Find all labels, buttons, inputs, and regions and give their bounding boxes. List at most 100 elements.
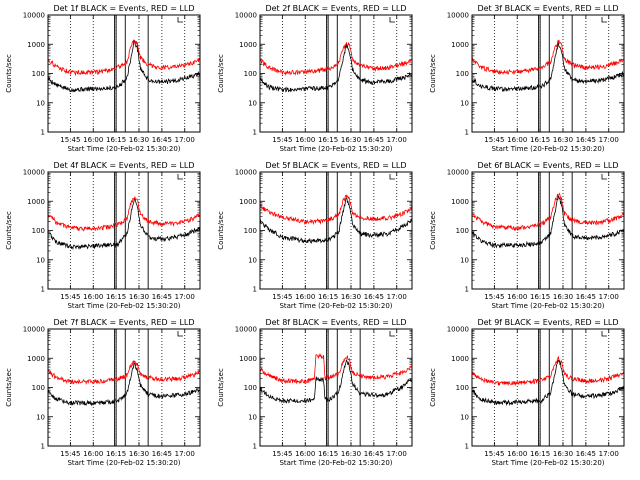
bracket-mark — [177, 17, 183, 23]
y-tick-label: 1000 — [239, 355, 257, 363]
x-tick-label: 16:45 — [152, 136, 172, 144]
y-axis-label: Counts/sec — [429, 368, 437, 407]
y-tick-label: 100 — [456, 70, 469, 78]
x-tick-label: 16:30 — [129, 136, 149, 144]
panel-title: Det 5f BLACK = Events, RED = LLD — [265, 161, 406, 170]
x-tick-label: 16:00 — [295, 450, 315, 458]
plot-frame — [47, 328, 201, 447]
x-tick-label: 16:15 — [318, 450, 338, 458]
detector-panel: Det 4f BLACK = Events, RED = LLD Counts/s… — [5, 161, 201, 310]
x-axis-label: Start Time (20-Feb-02 15:30:20) — [491, 302, 604, 310]
y-tick-label: 1000 — [239, 198, 257, 206]
x-tick-label: 15:45 — [484, 450, 504, 458]
x-tick-label: 16:00 — [507, 450, 527, 458]
x-tick-label: 15:45 — [272, 450, 292, 458]
plot-frame — [259, 328, 413, 447]
plot-frame — [47, 14, 201, 133]
x-axis-label: Start Time (20-Feb-02 15:30:20) — [279, 302, 392, 310]
x-tick-label: 16:15 — [530, 136, 550, 144]
y-tick-label: 1000 — [27, 198, 45, 206]
y-tick-label: 10 — [36, 256, 45, 264]
lld-series-line — [471, 192, 625, 232]
y-tick-label: 10 — [460, 99, 469, 107]
x-tick-label: 16:30 — [341, 136, 361, 144]
y-tick-label: 10000 — [23, 12, 45, 20]
x-tick-label: 16:45 — [576, 293, 596, 301]
lld-series-line — [259, 352, 413, 385]
x-axis-label: Start Time (20-Feb-02 15:30:20) — [67, 302, 180, 310]
y-tick-label: 10 — [248, 256, 257, 264]
x-tick-label: 15:45 — [60, 293, 80, 301]
y-tick-label: 1000 — [451, 198, 469, 206]
bracket-mark — [601, 17, 607, 23]
y-tick-label: 1 — [41, 286, 45, 294]
bracket-mark — [389, 174, 395, 180]
events-series-line — [47, 39, 201, 93]
x-tick-label: 15:45 — [272, 293, 292, 301]
lld-series-line — [471, 356, 625, 386]
y-tick-label: 10000 — [447, 326, 469, 334]
y-tick-label: 10 — [248, 413, 257, 421]
panel-title: Det 8f BLACK = Events, RED = LLD — [265, 318, 406, 327]
events-series-line — [259, 197, 413, 244]
plot-frame — [47, 171, 201, 290]
y-tick-label: 1 — [465, 443, 469, 451]
x-tick-label: 16:15 — [530, 450, 550, 458]
plot-frame — [471, 171, 625, 290]
x-tick-label: 16:45 — [152, 293, 172, 301]
x-axis-label: Start Time (20-Feb-02 15:30:20) — [67, 145, 180, 153]
bracket-mark — [601, 331, 607, 337]
y-tick-label: 10000 — [23, 326, 45, 334]
x-tick-label: 16:00 — [83, 450, 103, 458]
bracket-mark — [601, 174, 607, 180]
y-axis-label: Counts/sec — [429, 54, 437, 93]
x-tick-label: 15:45 — [484, 293, 504, 301]
x-tick-label: 16:00 — [507, 293, 527, 301]
y-axis-label: Counts/sec — [5, 368, 13, 407]
y-tick-label: 10000 — [235, 12, 257, 20]
x-axis-label: Start Time (20-Feb-02 15:30:20) — [279, 459, 392, 467]
y-axis-label: Counts/sec — [217, 54, 225, 93]
y-tick-label: 10 — [460, 413, 469, 421]
y-tick-label: 100 — [456, 384, 469, 392]
y-tick-label: 1 — [465, 286, 469, 294]
plot-frame — [471, 328, 625, 447]
y-tick-label: 1 — [253, 129, 257, 137]
x-axis-label: Start Time (20-Feb-02 15:30:20) — [491, 145, 604, 153]
y-tick-label: 1000 — [27, 41, 45, 49]
bracket-mark — [389, 17, 395, 23]
x-tick-label: 17:00 — [599, 450, 619, 458]
lld-series-line — [47, 196, 201, 232]
events-series-line — [47, 362, 201, 407]
x-axis-label: Start Time (20-Feb-02 15:30:20) — [67, 459, 180, 467]
x-tick-label: 17:00 — [599, 293, 619, 301]
events-series-line — [471, 359, 625, 407]
detector-panel: Det 1f BLACK = Events, RED = LLD Counts/s… — [5, 4, 201, 153]
y-tick-label: 100 — [32, 227, 45, 235]
x-tick-label: 17:00 — [599, 136, 619, 144]
x-axis-label: Start Time (20-Feb-02 15:30:20) — [279, 145, 392, 153]
detector-panel: Det 7f BLACK = Events, RED = LLD Counts/s… — [5, 318, 201, 467]
plot-frame — [259, 171, 413, 290]
x-tick-label: 16:00 — [295, 293, 315, 301]
y-tick-label: 100 — [244, 227, 257, 235]
y-tick-label: 100 — [32, 384, 45, 392]
lld-series-line — [47, 360, 201, 386]
panel-title: Det 3f BLACK = Events, RED = LLD — [477, 4, 618, 13]
lld-series-line — [471, 39, 625, 76]
y-axis-label: Counts/sec — [217, 368, 225, 407]
bracket-mark — [389, 331, 395, 337]
x-tick-label: 16:15 — [530, 293, 550, 301]
detector-panel: Det 9f BLACK = Events, RED = LLD Counts/s… — [429, 318, 625, 467]
x-tick-label: 17:00 — [387, 450, 407, 458]
panel-title: Det 1f BLACK = Events, RED = LLD — [53, 4, 194, 13]
y-tick-label: 1 — [253, 286, 257, 294]
y-axis-label: Counts/sec — [5, 211, 13, 250]
y-axis-label: Counts/sec — [429, 211, 437, 250]
x-tick-label: 16:15 — [318, 293, 338, 301]
x-tick-label: 16:00 — [507, 136, 527, 144]
y-tick-label: 1000 — [451, 355, 469, 363]
x-tick-label: 15:45 — [484, 136, 504, 144]
panel-title: Det 4f BLACK = Events, RED = LLD — [53, 161, 194, 170]
